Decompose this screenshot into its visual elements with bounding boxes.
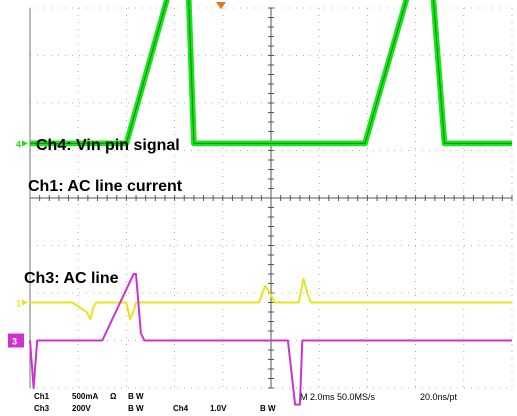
ch1-omega: Ω [110, 392, 117, 401]
ch4-scale: 1.0V [210, 404, 227, 413]
ch1-label: Ch1: AC line current [28, 178, 183, 195]
ch1-name: Ch1 [34, 392, 50, 401]
ch1-marker: 1 [16, 299, 21, 309]
ch3-bandwidth: B W [128, 404, 144, 413]
ch1-scale: 500mA [72, 392, 99, 401]
ch3-scale: 200V [72, 404, 91, 413]
ch4-label: Ch4: Vin pin signal [36, 137, 180, 154]
ch3-label: Ch3: AC line [24, 270, 119, 287]
trace-ch4-edge [30, 0, 512, 144]
ch3-marker-text: 3 [12, 337, 17, 347]
ch4-marker: 4 [16, 139, 21, 149]
trace-ch3 [29, 273, 512, 406]
ch4-name: Ch4 [173, 404, 189, 413]
graticule [29, 7, 513, 389]
traces [29, 0, 512, 406]
trace-ch1 [30, 277, 512, 321]
channel-markers: 4 1 3 [8, 2, 226, 348]
ch3-name: Ch3 [34, 404, 50, 413]
ch4-bandwidth: B W [260, 404, 276, 413]
ch1-marker-arrow [22, 299, 28, 306]
record-readout: 20.0ns/pt [420, 392, 458, 402]
ch4-marker-arrow [22, 140, 28, 147]
ch1-bandwidth: B W [128, 392, 144, 401]
timebase-readout: M 2.0ms 50.0MS/s [300, 392, 376, 402]
trigger-marker [216, 2, 226, 9]
ch3-marker [8, 333, 24, 348]
